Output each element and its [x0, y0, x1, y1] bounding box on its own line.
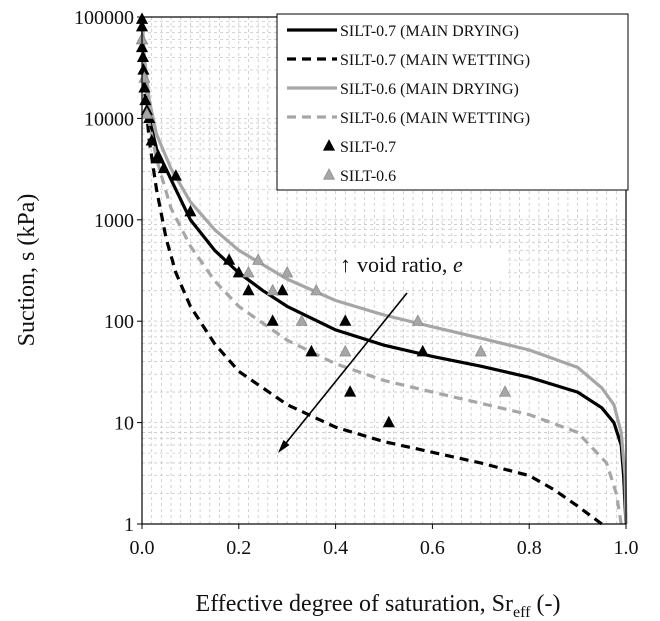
x-axis-title-sub: eff — [513, 604, 531, 621]
data-point — [382, 415, 395, 428]
annotation-text: ↑ void ratio, e — [340, 252, 463, 277]
data-point — [474, 344, 487, 357]
annotation: ↑ void ratio, e — [278, 248, 508, 453]
data-point — [136, 50, 150, 62]
series-line — [140, 16, 628, 525]
y-tick-label: 100 — [104, 311, 134, 333]
data-point — [266, 314, 279, 326]
legend-label: SILT-0.6 (MAIN WETTING) — [340, 110, 530, 127]
x-tick-label: 0.0 — [130, 537, 155, 559]
data-point — [281, 265, 294, 278]
data-point — [157, 161, 170, 174]
data-point — [145, 134, 158, 146]
y-tick-label: 1000 — [94, 210, 134, 232]
data-point — [223, 253, 236, 265]
data-point — [310, 283, 323, 296]
data-point — [305, 344, 318, 357]
x-axis-title: Effective degree of saturation, Sreff (-… — [196, 591, 561, 621]
series-line — [140, 16, 603, 526]
x-tick-label: 0.2 — [226, 537, 251, 559]
data-point — [242, 283, 255, 296]
legend-label: SILT-0.7 — [340, 139, 396, 156]
legend-box — [276, 13, 629, 191]
data-point — [139, 93, 152, 106]
x-tick-label: 0.8 — [517, 537, 542, 559]
y-tick-label: 1 — [124, 514, 134, 536]
annotation-symbol: e — [453, 252, 463, 277]
y-axis-title: Suction, s (kPa) — [14, 194, 40, 347]
y-tick-label: 100000 — [74, 7, 134, 29]
series-line — [140, 16, 628, 525]
data-point — [344, 385, 357, 397]
x-axis-title-tail: (-) — [530, 591, 560, 617]
data-point — [498, 385, 512, 397]
annotation-arrow-line — [281, 292, 408, 449]
annotation-bg — [338, 248, 508, 278]
data-point — [339, 314, 352, 326]
legend-label: SILT-0.6 (MAIN DRYING) — [340, 81, 519, 98]
series-layer — [135, 12, 628, 526]
data-point — [252, 253, 265, 265]
annotation-arrowhead — [278, 440, 290, 453]
legend: SILT-0.7 (MAIN DRYING) SILT-0.7 (MAIN WET… — [276, 13, 629, 191]
legend-label: SILT-0.6 — [340, 168, 396, 185]
data-point — [339, 344, 352, 357]
legend-swatch-marker — [322, 168, 336, 180]
data-point — [411, 314, 424, 326]
y-tick-label: 10000 — [84, 108, 134, 130]
x-tick-label: 0.4 — [323, 537, 348, 559]
legend-label: SILT-0.7 (MAIN DRYING) — [340, 23, 519, 40]
data-point — [266, 283, 279, 296]
data-point — [295, 314, 308, 326]
x-tick-label: 0.6 — [420, 537, 445, 559]
data-point — [150, 151, 163, 164]
data-point — [232, 265, 245, 278]
x-axis-title-main: Effective degree of saturation, Sr — [196, 591, 513, 617]
data-point — [416, 344, 429, 357]
y-tick-label: 10 — [114, 413, 134, 435]
x-tick-label: 1.0 — [614, 537, 639, 559]
legend-label: SILT-0.7 (MAIN WETTING) — [340, 52, 530, 69]
annotation-up-arrow: ↑ — [340, 252, 351, 277]
annotation-label: void ratio, — [357, 252, 453, 277]
ticks: 0.0 0.2 0.4 0.6 0.8 1.0 1 10 100 1000 10000 100000 — [74, 7, 639, 559]
data-point — [276, 283, 289, 296]
data-point — [242, 265, 255, 278]
data-point — [140, 107, 153, 119]
legend-swatch-marker — [322, 139, 336, 151]
data-point — [169, 169, 182, 181]
data-point — [184, 204, 197, 217]
